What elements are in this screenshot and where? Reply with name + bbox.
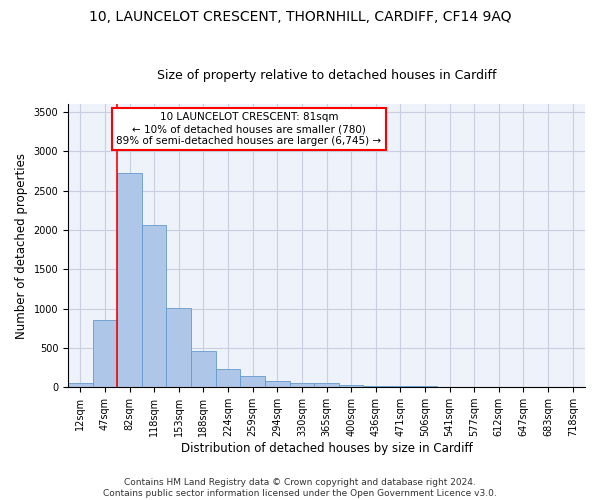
Text: Contains HM Land Registry data © Crown copyright and database right 2024.
Contai: Contains HM Land Registry data © Crown c… [103,478,497,498]
Bar [265,382,290,387]
Bar [68,382,92,387]
Bar [339,385,364,387]
Bar [241,376,265,387]
Bar [92,320,117,387]
Text: 10, LAUNCELOT CRESCENT, THORNHILL, CARDIFF, CF14 9AQ: 10, LAUNCELOT CRESCENT, THORNHILL, CARDI… [89,10,511,24]
Text: 10 LAUNCELOT CRESCENT: 81sqm
← 10% of detached houses are smaller (780)
89% of s: 10 LAUNCELOT CRESCENT: 81sqm ← 10% of de… [116,112,382,146]
Bar [364,386,388,387]
Y-axis label: Number of detached properties: Number of detached properties [15,152,28,338]
Bar [117,173,142,387]
Bar [388,386,413,387]
Bar [413,386,437,387]
X-axis label: Distribution of detached houses by size in Cardiff: Distribution of detached houses by size … [181,442,472,455]
Bar [142,225,166,387]
Bar [216,369,241,387]
Bar [314,384,339,387]
Bar [290,382,314,387]
Bar [166,308,191,387]
Bar [191,351,216,387]
Title: Size of property relative to detached houses in Cardiff: Size of property relative to detached ho… [157,69,496,82]
